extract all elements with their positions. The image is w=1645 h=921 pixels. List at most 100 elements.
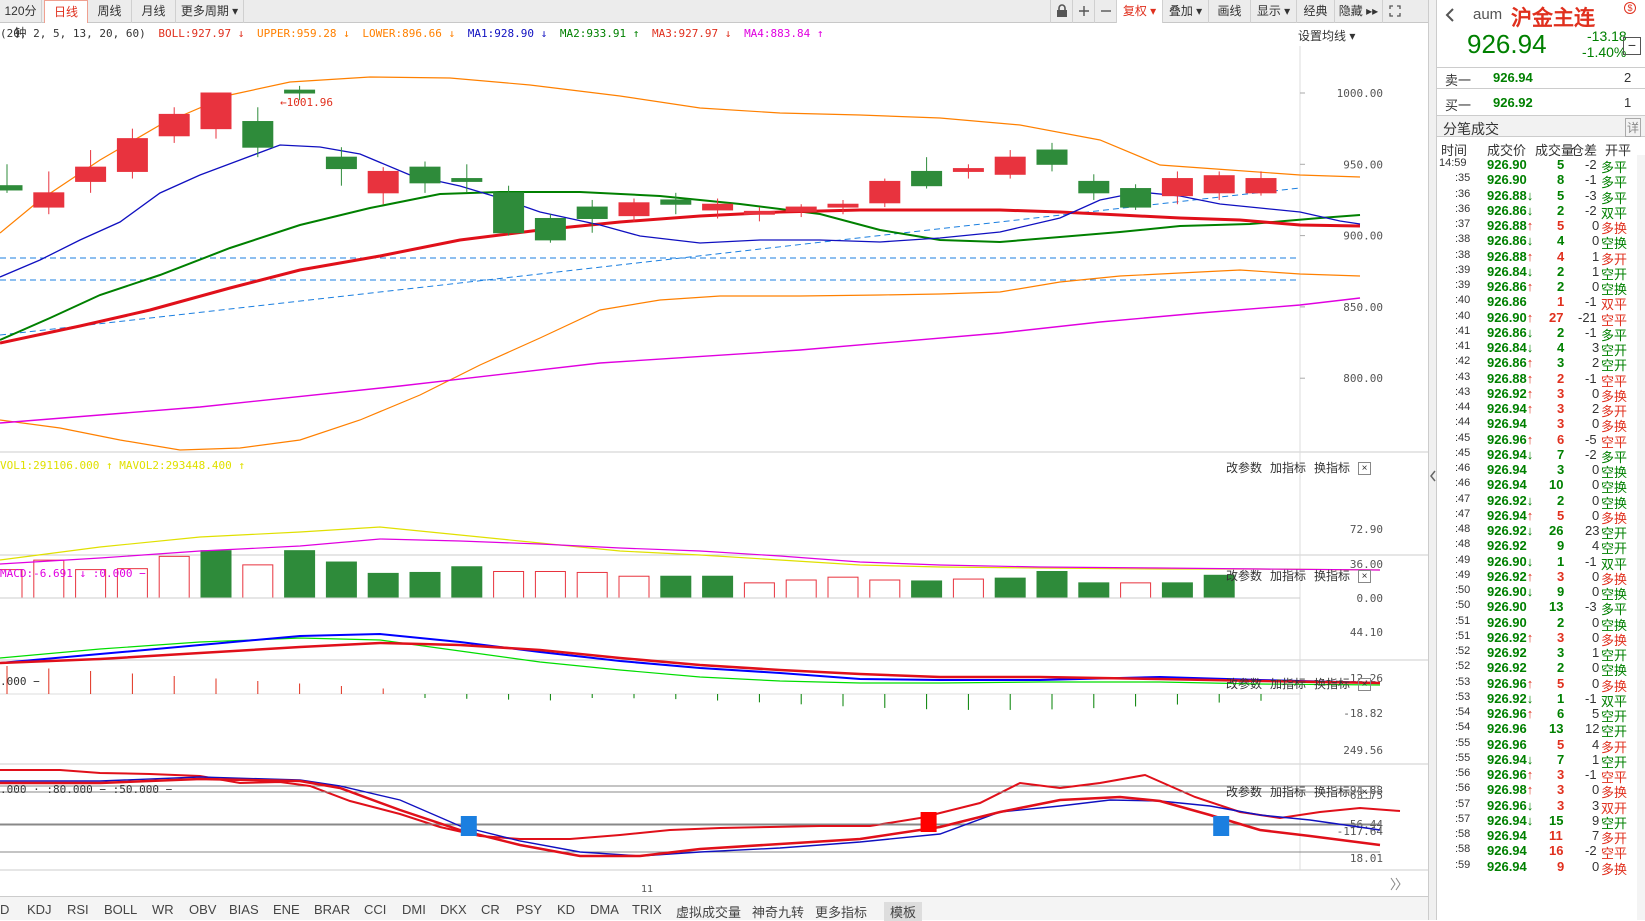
kd-signal-marker bbox=[460, 816, 477, 836]
period-120min[interactable]: 120分钟 bbox=[0, 0, 42, 40]
tab-2[interactable]: RSI bbox=[67, 902, 89, 917]
lock-icon[interactable] bbox=[1050, 0, 1072, 23]
add-indicator-button[interactable]: 加指标 bbox=[1270, 785, 1307, 799]
zoom-in-icon[interactable] bbox=[1072, 0, 1094, 23]
candle-body bbox=[1036, 149, 1068, 165]
tab-17[interactable]: 虚拟成交量 bbox=[676, 905, 742, 920]
max-price-label: ←1001.96 bbox=[280, 96, 333, 109]
tick-row: :40 926.90↑ 27 -21 空平 bbox=[1437, 310, 1645, 328]
tab-15[interactable]: DMA bbox=[590, 902, 619, 917]
switch-indicator-button[interactable]: 换指标 bbox=[1314, 677, 1351, 691]
tick-row: :57 926.94↓ 15 9 空开 bbox=[1437, 813, 1645, 831]
tick-type: 空换 bbox=[1601, 282, 1628, 297]
set-ma-dropdown[interactable]: 设置均线 ▾ bbox=[1298, 29, 1356, 43]
edit-params-button[interactable]: 改参数 bbox=[1226, 569, 1263, 583]
tick-price: 926.90↓ bbox=[1487, 553, 1534, 569]
close-icon[interactable]: × bbox=[1358, 678, 1372, 692]
period-daily[interactable]: 日线 bbox=[44, 0, 88, 23]
tick-type: 空开 bbox=[1601, 358, 1628, 374]
tab-3[interactable]: BOLL bbox=[104, 902, 138, 917]
tick-price: 926.94 bbox=[1487, 828, 1527, 843]
tick-time: :54 bbox=[1455, 721, 1471, 734]
ticks-detail-button[interactable]: 详 bbox=[1625, 118, 1642, 137]
switch-indicator-button[interactable]: 换指标 bbox=[1314, 785, 1351, 799]
tick-time: :38 bbox=[1455, 248, 1471, 261]
candle-body bbox=[952, 168, 984, 172]
tick-volume: 3 bbox=[1557, 416, 1565, 432]
tab-10[interactable]: DMI bbox=[402, 902, 426, 917]
tick-time: :48 bbox=[1455, 523, 1471, 535]
tab-20[interactable]: 模板 bbox=[884, 902, 923, 921]
tab-0[interactable]: D bbox=[0, 902, 10, 917]
tab-19[interactable]: 更多指标 bbox=[815, 905, 868, 920]
vol-y-label: 72.90 bbox=[1350, 523, 1383, 536]
tick-type: 空开 bbox=[1601, 526, 1628, 541]
tick-row: :55 926.96 5 4 多开 bbox=[1437, 737, 1645, 755]
classic-button[interactable]: 经典 bbox=[1296, 0, 1334, 23]
hide-button[interactable]: 隐藏 ▸▸ bbox=[1334, 0, 1382, 23]
tick-price: 926.92↓ bbox=[1487, 690, 1534, 706]
tick-row: :59 926.94 9 0 多换 bbox=[1437, 859, 1645, 877]
edit-params-button[interactable]: 改参数 bbox=[1226, 461, 1263, 475]
tick-type: 空开 bbox=[1601, 724, 1628, 740]
tab-18[interactable]: 神奇九转 bbox=[752, 905, 805, 920]
close-icon[interactable]: × bbox=[1358, 462, 1372, 476]
add-indicator-button[interactable]: 加指标 bbox=[1270, 569, 1307, 583]
panel-splitter[interactable] bbox=[1428, 0, 1437, 920]
edit-params-button[interactable]: 改参数 bbox=[1226, 785, 1263, 799]
tick-time: :50 bbox=[1455, 599, 1471, 612]
add-indicator-button[interactable]: 加指标 bbox=[1270, 677, 1307, 691]
close-icon[interactable]: × bbox=[1358, 786, 1372, 800]
tab-6[interactable]: BIAS bbox=[229, 902, 259, 917]
zoom-out-icon[interactable] bbox=[1094, 0, 1116, 23]
tick-row: :38 926.86↓ 4 0 空换 bbox=[1437, 233, 1645, 251]
add-indicator-button[interactable]: 加指标 bbox=[1270, 461, 1307, 475]
close-icon[interactable]: × bbox=[1358, 570, 1372, 584]
vol-panel-actions: 改参数 加指标 换指标 × bbox=[1218, 459, 1372, 476]
tab-12[interactable]: CR bbox=[481, 902, 500, 917]
tab-5[interactable]: OBV bbox=[189, 902, 217, 917]
tab-14[interactable]: KD bbox=[557, 902, 576, 917]
tab-9[interactable]: CCI bbox=[364, 902, 387, 917]
expand-icon[interactable] bbox=[1382, 0, 1406, 23]
period-monthly[interactable]: 月线 bbox=[132, 0, 176, 23]
tick-oi: 5 bbox=[1592, 706, 1600, 721]
volume-bar bbox=[200, 550, 232, 599]
candle-body bbox=[33, 192, 65, 208]
tab-13[interactable]: PSY bbox=[516, 902, 543, 917]
collapse-icon[interactable]: − bbox=[1623, 37, 1641, 55]
candle-body bbox=[827, 203, 859, 208]
adjust-dropdown[interactable]: 复权 ▾ bbox=[1116, 0, 1162, 23]
tab-8[interactable]: BRAR bbox=[314, 902, 351, 917]
tick-volume: 2 bbox=[1557, 614, 1565, 630]
candle-body bbox=[743, 210, 775, 215]
draw-line-button[interactable]: 画线 bbox=[1208, 0, 1250, 23]
tick-volume: 6 bbox=[1557, 706, 1565, 721]
prev-arrow-icon[interactable] bbox=[1445, 8, 1455, 22]
tab-4[interactable]: WR bbox=[152, 902, 174, 917]
switch-indicator-button[interactable]: 换指标 bbox=[1314, 569, 1351, 583]
ticks-scrollbar[interactable] bbox=[1637, 155, 1645, 920]
tab-1[interactable]: KDJ bbox=[27, 902, 52, 917]
tick-row: :57 926.96↓ 3 3 双开 bbox=[1437, 798, 1645, 816]
tab-7[interactable]: ENE bbox=[273, 902, 300, 917]
tab-11[interactable]: DKX bbox=[440, 902, 467, 917]
kline-chart[interactable]: 1000.00 950.00 900.00 850.00 800.00 ←1001.96 7… bbox=[0, 0, 1428, 896]
more-periods-dropdown[interactable]: 更多周期 ▾ bbox=[176, 0, 244, 23]
overlay-dropdown[interactable]: 叠加 ▾ bbox=[1162, 0, 1208, 23]
volume-bar bbox=[994, 577, 1026, 599]
switch-indicator-button[interactable]: 换指标 bbox=[1314, 461, 1351, 475]
y-label: 800.00 bbox=[1343, 372, 1383, 385]
tick-type: 多平 bbox=[1601, 160, 1628, 175]
tick-row: :53 926.96↑ 5 0 多换 bbox=[1437, 675, 1645, 694]
period-weekly[interactable]: 周线 bbox=[88, 0, 132, 23]
tick-oi: -2 bbox=[1585, 157, 1597, 172]
volume-bar bbox=[534, 570, 566, 599]
display-dropdown[interactable]: 显示 ▾ bbox=[1250, 0, 1296, 23]
edit-params-button[interactable]: 改参数 bbox=[1226, 677, 1263, 691]
tick-type: 多平 bbox=[1601, 190, 1628, 206]
alert-icon[interactable]: $ bbox=[1624, 2, 1636, 14]
tab-16[interactable]: TRIX bbox=[632, 902, 662, 917]
candle-body bbox=[325, 156, 357, 170]
tick-price: 926.96↑ bbox=[1487, 675, 1534, 691]
